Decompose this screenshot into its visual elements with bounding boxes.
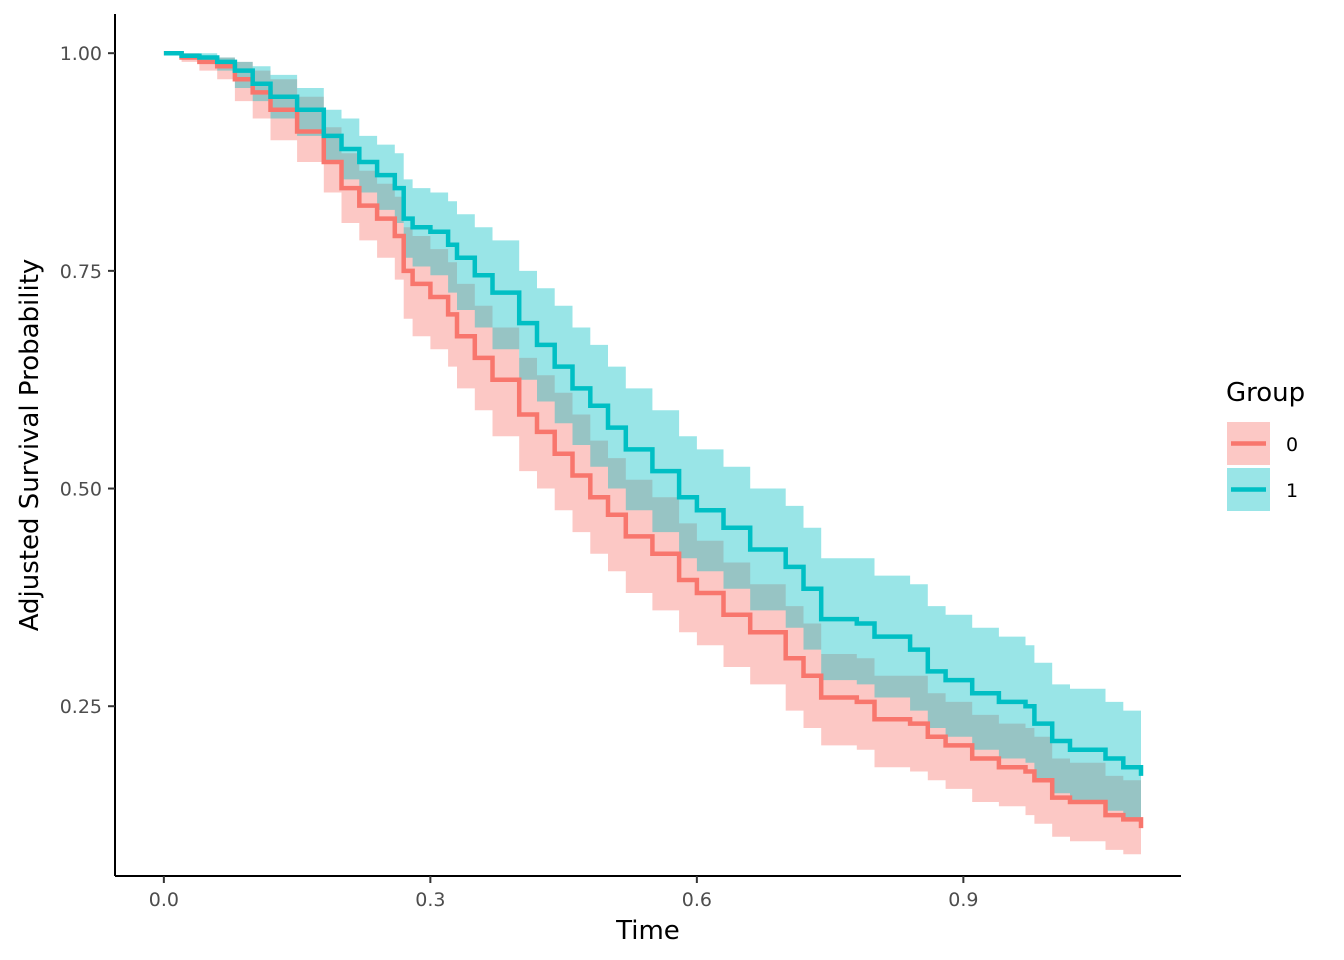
y-tick-label: 0.75: [60, 261, 102, 283]
survival-line-group-1: [163, 50, 1144, 776]
legend-title: Group: [1226, 378, 1305, 408]
legend-label: 1: [1286, 480, 1298, 502]
y-tick-label: 0.50: [60, 479, 102, 501]
legend: Group 0 1: [1226, 378, 1305, 511]
survival-curves: [163, 50, 1144, 829]
confidence-bands: [163, 53, 1141, 859]
axes: 0.25 0.50 0.75 1.00 0.0 0.3 0.6 0.9: [60, 14, 1181, 911]
legend-item-group-0: 0: [1227, 422, 1298, 465]
legend-label: 0: [1286, 434, 1298, 456]
confidence-band-group-0: [163, 53, 1141, 859]
y-tick-label: 0.25: [60, 696, 102, 718]
x-axis-title: Time: [615, 916, 680, 946]
x-tick-label: 0.0: [149, 889, 179, 911]
y-tick-label: 1.00: [60, 43, 102, 65]
x-tick-label: 0.3: [415, 889, 445, 911]
x-tick-label: 0.6: [682, 889, 712, 911]
confidence-band-group-1: [163, 53, 1141, 824]
survival-line-group-0: [163, 50, 1144, 829]
legend-item-group-1: 1: [1227, 468, 1298, 511]
x-tick-label: 0.9: [948, 889, 978, 911]
y-axis-title: Adjusted Survival Probability: [15, 259, 45, 632]
